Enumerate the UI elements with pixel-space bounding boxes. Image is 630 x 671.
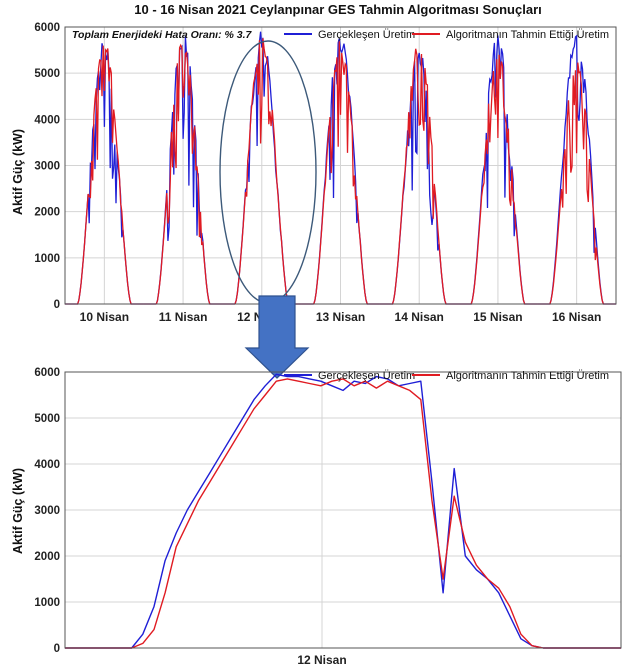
y-tick-label: 0 — [54, 643, 60, 655]
bottom-chart-legend: Gerçekleşen Üretim Algoritmanın Tahmin E… — [284, 370, 609, 382]
zoom-down-arrow-icon — [244, 295, 310, 379]
y-tick-label: 5000 — [34, 68, 60, 80]
y-tick-label: 2000 — [34, 551, 60, 563]
forecast-day-line — [301, 41, 380, 305]
top-chart-y-label: Aktif Güç (kW) — [11, 129, 25, 215]
bottom-series-actual — [65, 373, 621, 649]
top-chart-title: 10 - 16 Nisan 2021 Ceylanpınar GES Tahmi… — [134, 2, 541, 17]
forecast-day-line — [222, 38, 302, 305]
bottom-chart-x-label: 12 Nisan — [297, 653, 346, 667]
legend-label-actual: Gerçekleşen Üretim — [318, 29, 415, 41]
y-tick-label: 6000 — [34, 22, 60, 34]
error-rate-annotation: Toplam Enerjideki Hata Oranı: % 3.7 — [72, 29, 252, 41]
y-tick-label: 3000 — [34, 161, 60, 173]
forecast-day-line — [458, 54, 538, 305]
y-tick-label: 1000 — [34, 597, 60, 609]
top-chart-frame — [64, 26, 617, 305]
x-tick-label: 13 Nisan — [316, 310, 365, 324]
y-tick-label: 0 — [54, 299, 60, 311]
bottom-series-forecast — [65, 378, 621, 649]
y-tick-label: 2000 — [34, 207, 60, 219]
x-tick-label: 11 Nisan — [159, 310, 208, 324]
bottom-chart-frame — [64, 371, 622, 649]
forecast-day-line — [537, 62, 616, 305]
forecast-day-line — [143, 43, 223, 305]
bottom-chart-grid — [65, 371, 621, 649]
x-tick-label: 15 Nisan — [473, 310, 522, 324]
top-series-forecast — [65, 38, 616, 305]
x-tick-label: 16 Nisan — [552, 310, 601, 324]
forecast-day-line — [65, 45, 144, 305]
y-tick-label: 3000 — [34, 505, 60, 517]
forecast-line — [65, 378, 621, 649]
y-tick-label: 4000 — [34, 459, 60, 471]
x-tick-label: 14 Nisan — [395, 310, 444, 324]
actual-line — [65, 373, 621, 649]
bottom-chart-y-ticks: 0 1000 2000 3000 4000 5000 6000 — [34, 367, 60, 655]
top-chart-legend: Gerçekleşen Üretim Algoritmanın Tahmin E… — [284, 29, 609, 41]
bottom-chart-y-label: Aktif Güç (kW) — [11, 468, 25, 554]
forecast-day-line — [379, 48, 459, 305]
y-tick-label: 4000 — [34, 114, 60, 126]
top-chart-grid — [65, 26, 616, 305]
top-chart-y-ticks: 0 1000 2000 3000 4000 5000 6000 — [34, 22, 60, 311]
y-tick-label: 6000 — [34, 367, 60, 379]
legend-label-forecast: Algoritmanın Tahmin Ettiği Üretim — [446, 29, 609, 41]
legend-label-forecast: Algoritmanın Tahmin Ettiği Üretim — [446, 370, 609, 382]
legend-label-actual: Gerçekleşen Üretim — [318, 370, 415, 382]
y-tick-label: 5000 — [34, 413, 60, 425]
x-tick-label: 10 Nisan — [80, 310, 129, 324]
y-tick-label: 1000 — [34, 253, 60, 265]
